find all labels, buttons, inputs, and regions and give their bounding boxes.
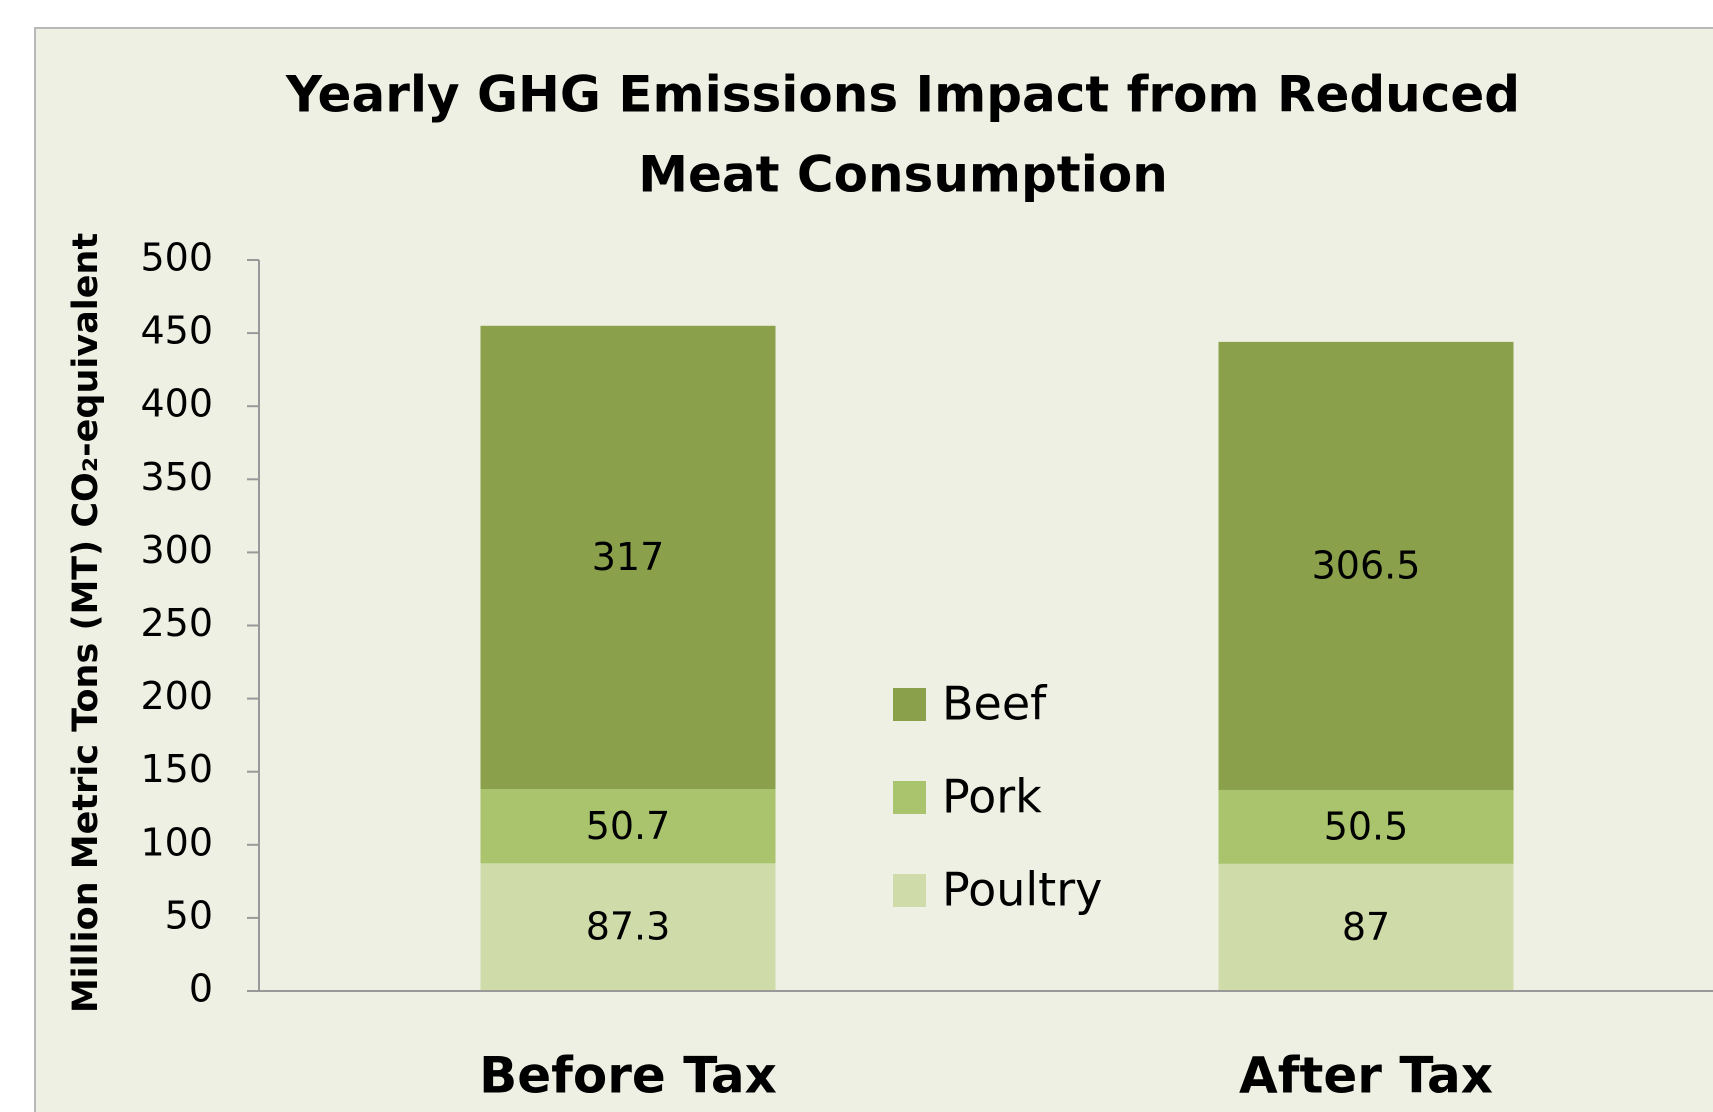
bar-segment xyxy=(480,789,776,864)
x-tick-label: Before Tax xyxy=(479,1047,777,1105)
bar-segment xyxy=(1218,789,1514,864)
y-tick-label: 450 xyxy=(140,309,213,353)
y-tick-label: 300 xyxy=(140,528,213,572)
data-label: 50.7 xyxy=(586,804,671,848)
bar-segment xyxy=(480,325,776,790)
y-tick-label: 200 xyxy=(140,674,213,718)
y-tick-label: 50 xyxy=(165,893,213,937)
legend-swatch xyxy=(893,688,926,721)
chart-title: Yearly GHG Emissions Impact from Reduced xyxy=(285,66,1520,124)
y-tick-label: 150 xyxy=(140,747,213,791)
data-label: 87.3 xyxy=(586,905,671,949)
data-label: 50.5 xyxy=(1324,804,1409,848)
y-tick-label: 0 xyxy=(189,967,213,1011)
bar-segment xyxy=(480,863,776,991)
legend-label: Poultry xyxy=(942,863,1102,917)
data-label: 87 xyxy=(1342,905,1390,949)
data-label: 317 xyxy=(592,535,665,579)
legend-swatch xyxy=(893,781,926,814)
y-tick-label: 100 xyxy=(140,820,213,864)
y-axis-label: Million Metric Tons (MT) CO₂-equivalent xyxy=(66,233,106,1013)
bar-segment xyxy=(1218,341,1514,790)
data-label: 306.5 xyxy=(1312,543,1421,587)
y-tick-label: 500 xyxy=(140,236,213,280)
chart-title: Meat Consumption xyxy=(638,146,1168,204)
legend-label: Beef xyxy=(942,677,1048,731)
legend-label: Pork xyxy=(942,770,1042,824)
y-tick-label: 350 xyxy=(140,455,213,499)
legend-swatch xyxy=(893,874,926,907)
bar-segment xyxy=(1218,863,1514,991)
y-tick-label: 400 xyxy=(140,382,213,426)
x-tick-label: After Tax xyxy=(1239,1047,1493,1105)
y-tick-label: 250 xyxy=(140,601,213,645)
